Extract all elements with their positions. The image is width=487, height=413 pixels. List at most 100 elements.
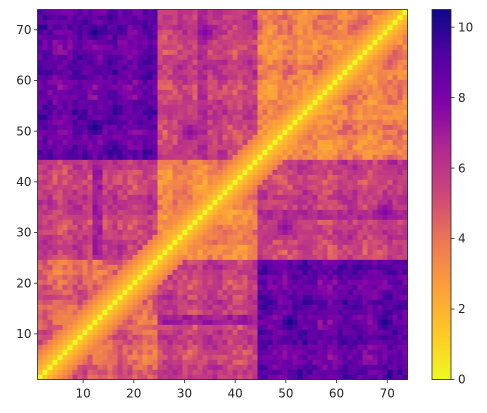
heatmap-cell <box>227 144 233 150</box>
heatmap-cell <box>152 169 158 175</box>
heatmap-cell <box>187 124 193 130</box>
heatmap-cell <box>272 94 278 100</box>
heatmap-cell <box>167 129 173 135</box>
heatmap-cell <box>42 264 48 270</box>
heatmap-cell <box>157 179 163 185</box>
heatmap-cell <box>397 309 403 315</box>
heatmap-cell <box>212 274 218 280</box>
heatmap-cell <box>322 179 328 185</box>
heatmap-cell <box>152 204 158 210</box>
heatmap-cell <box>42 44 48 50</box>
heatmap-cell <box>102 359 108 365</box>
heatmap-cell <box>102 169 108 175</box>
heatmap-cell <box>217 169 223 175</box>
heatmap-cell <box>347 139 353 145</box>
heatmap-cell <box>362 359 368 365</box>
heatmap-cell <box>377 169 383 175</box>
heatmap-cell <box>112 354 118 360</box>
heatmap-cell <box>287 289 293 295</box>
heatmap-cell <box>352 169 358 175</box>
heatmap-cell <box>112 129 118 135</box>
heatmap-cell <box>227 114 233 120</box>
heatmap-cell <box>262 99 268 105</box>
heatmap-cell <box>227 229 233 235</box>
heatmap-cell <box>102 74 108 80</box>
heatmap-cell <box>37 189 43 195</box>
heatmap-cell <box>387 289 393 295</box>
heatmap-cell <box>202 264 208 270</box>
heatmap-cell <box>292 99 298 105</box>
heatmap-cell <box>297 299 303 305</box>
heatmap-cell <box>132 259 138 265</box>
heatmap-cell <box>402 309 408 315</box>
heatmap-cell <box>182 54 188 60</box>
heatmap-cell <box>337 294 343 300</box>
heatmap-cell <box>112 109 118 115</box>
heatmap-cell <box>207 239 213 245</box>
heatmap-cell <box>277 354 283 360</box>
heatmap-cell <box>82 369 88 375</box>
heatmap-cell <box>147 209 153 215</box>
heatmap-cell <box>142 144 148 150</box>
heatmap-cell <box>132 239 138 245</box>
heatmap-cell <box>247 244 253 250</box>
heatmap-cell <box>92 229 98 235</box>
heatmap-cell <box>227 354 233 360</box>
heatmap-cell <box>212 99 218 105</box>
heatmap-cell <box>277 339 283 345</box>
heatmap-cell <box>162 279 168 285</box>
heatmap-cell <box>162 219 168 225</box>
heatmap-cell <box>197 74 203 80</box>
heatmap-cell <box>172 324 178 330</box>
heatmap-cell <box>82 319 88 325</box>
heatmap-cell <box>397 49 403 55</box>
heatmap-cell <box>302 49 308 55</box>
heatmap-cell <box>187 349 193 355</box>
heatmap-cell <box>102 189 108 195</box>
heatmap-cell <box>332 259 338 265</box>
heatmap-cell <box>397 264 403 270</box>
heatmap-cell <box>217 209 223 215</box>
heatmap-cell <box>87 304 93 310</box>
heatmap-cell <box>37 214 43 220</box>
heatmap-cell <box>317 204 323 210</box>
heatmap-cell <box>202 149 208 155</box>
heatmap-cell <box>397 69 403 75</box>
heatmap-cell <box>82 304 88 310</box>
heatmap-cell <box>182 74 188 80</box>
heatmap-cell <box>177 359 183 365</box>
heatmap-cell <box>397 219 403 225</box>
heatmap-cell <box>372 139 378 145</box>
heatmap-cell <box>397 179 403 185</box>
heatmap-cell <box>402 314 408 320</box>
heatmap-cell <box>347 149 353 155</box>
heatmap-cell <box>342 149 348 155</box>
heatmap-cell <box>357 174 363 180</box>
heatmap-cell <box>392 349 398 355</box>
heatmap-cell <box>187 174 193 180</box>
heatmap-cell <box>192 279 198 285</box>
heatmap-cell <box>87 354 93 360</box>
heatmap-cell <box>42 249 48 255</box>
heatmap-cell <box>257 69 263 75</box>
heatmap-cell <box>372 59 378 65</box>
heatmap-cell <box>52 159 58 165</box>
heatmap-cell <box>107 204 113 210</box>
heatmap-cell <box>262 164 268 170</box>
heatmap-cell <box>227 149 233 155</box>
heatmap-cell <box>197 214 203 220</box>
heatmap-cell <box>102 339 108 345</box>
heatmap-cell <box>312 289 318 295</box>
heatmap-cell <box>167 239 173 245</box>
heatmap-cell <box>72 269 78 275</box>
heatmap-cell <box>327 234 333 240</box>
heatmap-cell <box>117 349 123 355</box>
heatmap-cell <box>62 164 68 170</box>
heatmap-cell <box>297 44 303 50</box>
heatmap-cell <box>57 134 63 140</box>
heatmap-cell <box>342 49 348 55</box>
heatmap-cell <box>387 144 393 150</box>
heatmap-cell <box>307 119 313 125</box>
heatmap-cell <box>137 359 143 365</box>
heatmap-cell <box>322 134 328 140</box>
